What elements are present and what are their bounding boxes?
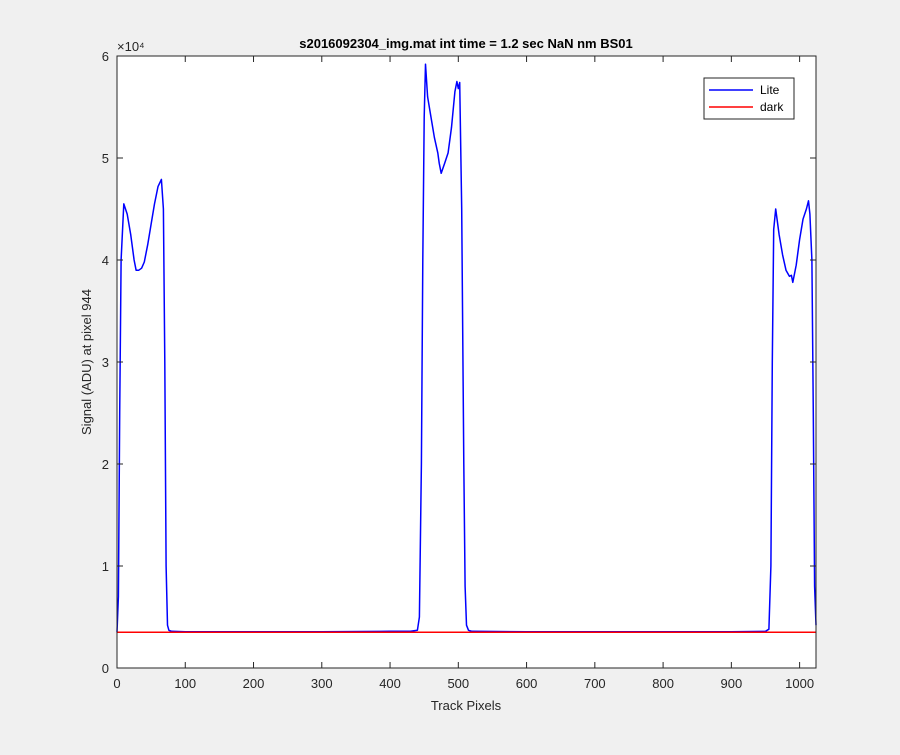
y-tick-label: 5 <box>102 151 109 166</box>
chart-title: s2016092304_img.mat int time = 1.2 sec N… <box>299 36 633 51</box>
x-tick-label: 0 <box>113 676 120 691</box>
x-tick-label: 200 <box>243 676 265 691</box>
legend: Lite dark <box>703 77 795 120</box>
legend-label-lite: Lite <box>760 83 780 97</box>
series-layer <box>116 63 817 634</box>
plot-area <box>117 56 816 668</box>
y-tick-label: 4 <box>102 253 109 268</box>
x-tick-label: 800 <box>652 676 674 691</box>
y-tick-label: 6 <box>102 49 109 64</box>
y-tick-label: 1 <box>102 559 109 574</box>
x-axis-label: Track Pixels <box>431 698 502 713</box>
legend-label-dark: dark <box>760 100 784 114</box>
y-tick-label: 2 <box>102 457 109 472</box>
x-axis-ticks: 0 100 200 300 400 500 600 700 800 900 1000 <box>113 56 814 691</box>
y-tick-label: 3 <box>102 355 109 370</box>
y-exponent-label: ×10⁴ <box>117 39 145 54</box>
legend-box <box>703 77 795 120</box>
x-tick-label: 400 <box>379 676 401 691</box>
x-tick-label: 100 <box>174 676 196 691</box>
series-line-lite <box>116 63 817 633</box>
x-tick-label: 900 <box>721 676 743 691</box>
x-tick-label: 500 <box>447 676 469 691</box>
x-tick-label: 600 <box>516 676 538 691</box>
y-axis-ticks: 0 1 2 3 4 5 6 <box>102 49 816 676</box>
y-tick-label: 0 <box>102 661 109 676</box>
x-tick-label: 700 <box>584 676 606 691</box>
y-axis-label: Signal (ADU) at pixel 944 <box>79 289 94 435</box>
x-tick-label: 1000 <box>785 676 814 691</box>
x-tick-label: 300 <box>311 676 333 691</box>
